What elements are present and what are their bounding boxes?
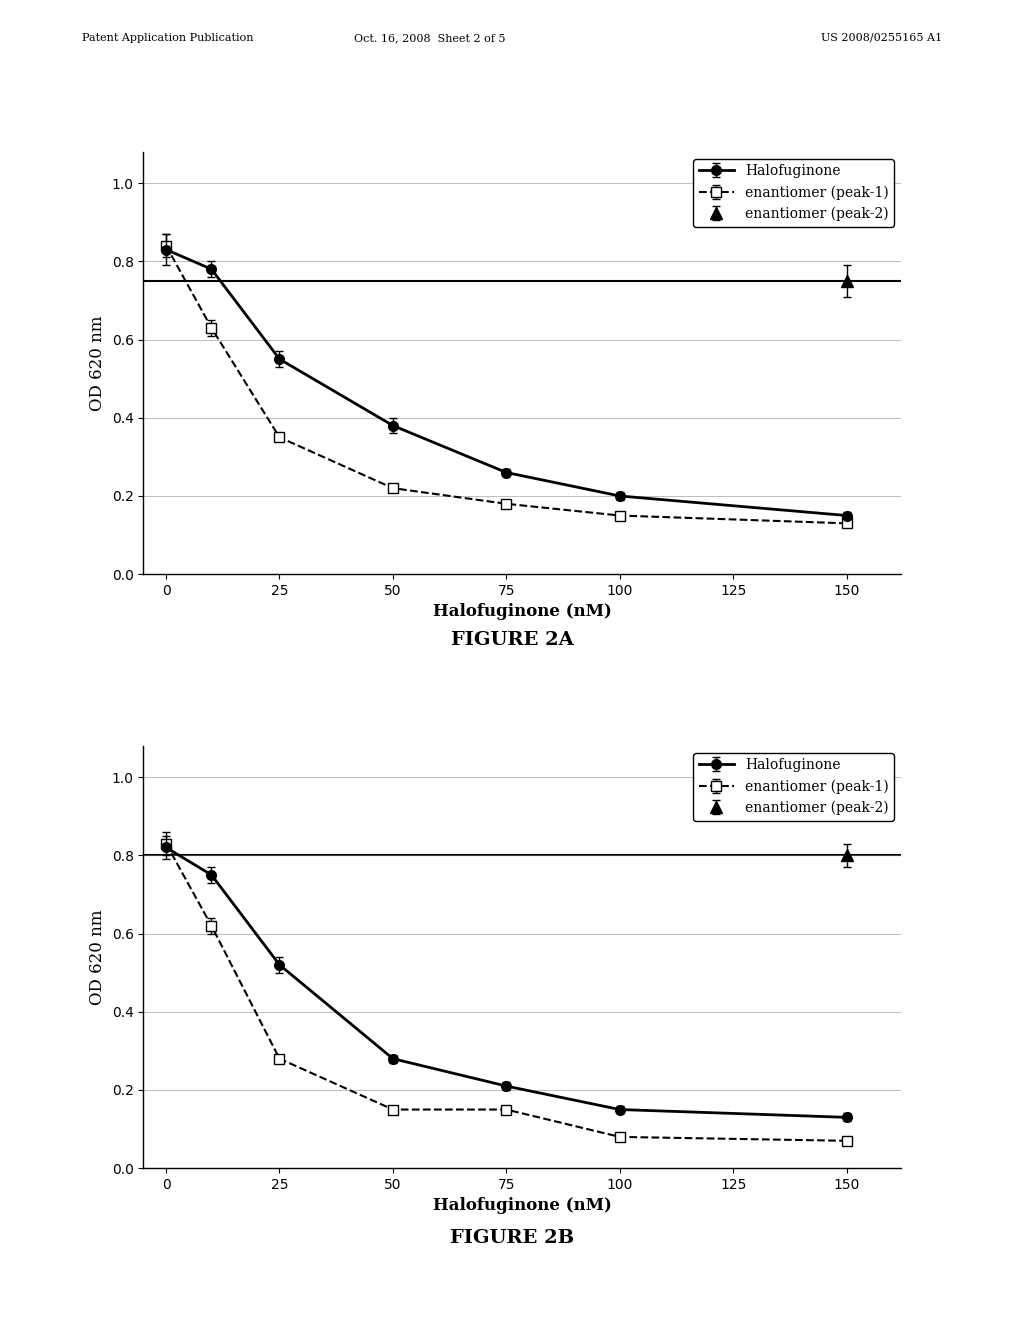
X-axis label: Halofuginone (nM): Halofuginone (nM) (433, 1197, 611, 1214)
Text: FIGURE 2B: FIGURE 2B (450, 1229, 574, 1247)
Text: US 2008/0255165 A1: US 2008/0255165 A1 (821, 33, 942, 44)
Legend: Halofuginone, enantiomer (peak-1), enantiomer (peak-2): Halofuginone, enantiomer (peak-1), enant… (693, 158, 894, 227)
Text: Patent Application Publication: Patent Application Publication (82, 33, 253, 44)
X-axis label: Halofuginone (nM): Halofuginone (nM) (433, 603, 611, 620)
Text: FIGURE 2A: FIGURE 2A (451, 631, 573, 649)
Y-axis label: OD 620 nm: OD 620 nm (89, 909, 106, 1005)
Text: Oct. 16, 2008  Sheet 2 of 5: Oct. 16, 2008 Sheet 2 of 5 (354, 33, 506, 44)
Legend: Halofuginone, enantiomer (peak-1), enantiomer (peak-2): Halofuginone, enantiomer (peak-1), enant… (693, 752, 894, 821)
Y-axis label: OD 620 nm: OD 620 nm (89, 315, 106, 411)
